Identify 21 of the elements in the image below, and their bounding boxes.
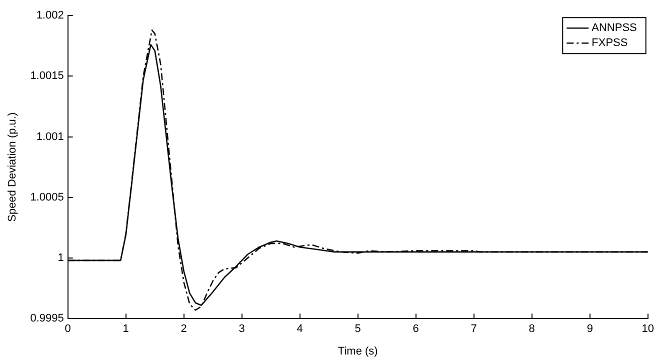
y-tick-label: 1: [58, 252, 64, 264]
x-tick-label: 4: [296, 323, 303, 336]
x-tick-label: 10: [642, 323, 654, 336]
y-axis-title: Speed Deviation (p.u.): [6, 112, 19, 222]
y-tick-label: 1.001: [36, 130, 64, 143]
x-tick-label: 3: [238, 323, 245, 336]
x-tick-label: 1: [122, 323, 129, 336]
x-tick-label: 6: [412, 323, 419, 336]
x-axis-title: Time (s): [338, 345, 378, 358]
legend-label: ANNPSS: [592, 22, 637, 34]
y-tick-label: 1.0015: [30, 70, 64, 82]
x-tick-label: 2: [180, 323, 187, 336]
x-tick-label: 7: [470, 323, 477, 336]
x-tick-label: 8: [528, 323, 535, 336]
x-tick-label: 9: [586, 323, 593, 336]
x-tick-label: 5: [354, 323, 361, 336]
x-tick-label: 0: [64, 323, 71, 336]
y-tick-label: 1.0005: [30, 191, 64, 204]
y-tick-label: 1.002: [36, 10, 64, 22]
y-tick-label: 0.9995: [30, 312, 64, 325]
legend-label: FXPSS: [592, 37, 628, 50]
